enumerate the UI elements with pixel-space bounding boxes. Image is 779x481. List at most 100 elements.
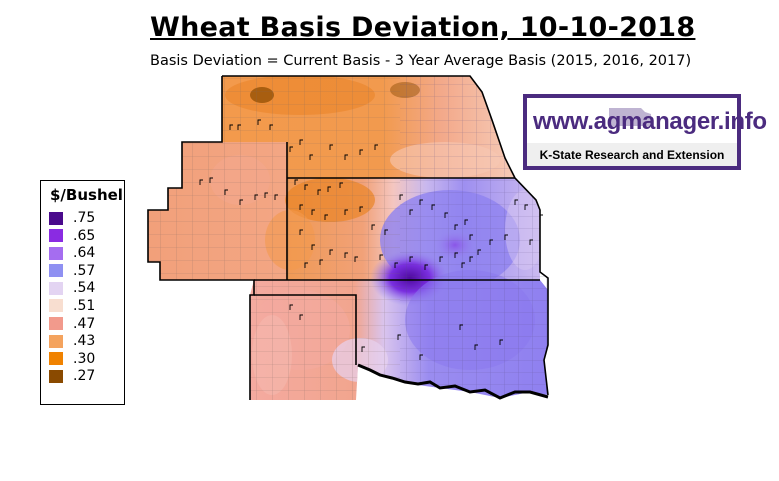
elevator-flag-icon <box>299 314 303 320</box>
legend-label: .27 <box>73 368 96 385</box>
elevator-flag-icon <box>237 124 241 130</box>
legend-swatch <box>49 369 63 383</box>
elevator-flag-icon <box>304 262 308 268</box>
page-title: Wheat Basis Deviation, 10-10-2018 <box>150 12 696 43</box>
elevator-flag-icon <box>461 262 465 268</box>
elevator-flag-icon <box>397 334 401 340</box>
elevator-flag-icon <box>419 354 423 360</box>
page-subtitle: Basis Deviation = Current Basis - 3 Year… <box>150 53 692 69</box>
elevator-flag-icon <box>344 252 348 258</box>
legend-swatch <box>49 281 63 295</box>
elevator-flag-icon <box>459 324 463 330</box>
elevator-flag-icon <box>409 256 413 262</box>
legend: $/Bushel .75.65.64.57.54.51.47.43.30.27 <box>40 180 125 405</box>
elevator-flag-icon <box>384 229 388 235</box>
legend-label: .51 <box>73 297 96 314</box>
elevator-flag-icon <box>474 344 478 350</box>
elevator-flag-icon <box>299 229 303 235</box>
elevator-flag-icon <box>299 139 303 145</box>
elevator-flag-icon <box>469 234 473 240</box>
legend-label: .54 <box>73 280 96 297</box>
elevator-flag-icon <box>289 304 293 310</box>
elevator-flag-icon <box>294 179 298 185</box>
elevator-flag-icon <box>419 199 423 205</box>
elevator-flag-icon <box>499 339 503 345</box>
elevator-flag-icon <box>371 224 375 230</box>
legend-item: .51 <box>49 298 95 314</box>
logo-band <box>527 143 737 166</box>
elevator-flag-icon <box>239 199 243 205</box>
elevator-flag-icon <box>359 149 363 155</box>
elevator-flag-icon <box>257 119 261 125</box>
elevator-flag-icon <box>354 256 358 262</box>
elevator-flag-icon <box>399 194 403 200</box>
elevator-flag-icon <box>229 124 233 130</box>
legend-items: .75.65.64.57.54.51.47.43.30.27 <box>49 210 95 386</box>
elevator-markers <box>199 119 543 360</box>
legend-item: .47 <box>49 316 95 332</box>
elevator-flag-icon <box>514 199 518 205</box>
elevator-flag-icon <box>424 264 428 270</box>
legend-label: .47 <box>73 315 96 332</box>
elevator-flag-icon <box>359 206 363 212</box>
legend-swatch <box>49 299 63 313</box>
legend-label: .65 <box>73 227 96 244</box>
legend-item: .30 <box>49 351 95 367</box>
elevator-flag-icon <box>339 182 343 188</box>
legend-swatch <box>49 211 63 225</box>
legend-swatch <box>49 317 63 331</box>
elevator-flag-icon <box>324 214 328 220</box>
elevator-flag-icon <box>431 204 435 210</box>
elevator-flag-icon <box>327 186 331 192</box>
elevator-flag-icon <box>529 239 533 245</box>
elevator-flag-icon <box>309 154 313 160</box>
elevator-flag-icon <box>439 256 443 262</box>
logo-org-text: K-State Research and Extension <box>539 148 725 162</box>
legend-item: .64 <box>49 245 95 261</box>
elevator-flag-icon <box>477 249 481 255</box>
elevator-flag-icon <box>224 189 228 195</box>
elevator-flag-icon <box>464 219 468 225</box>
legend-item: .75 <box>49 210 95 226</box>
elevator-flag-icon <box>319 259 323 265</box>
legend-swatch <box>49 334 63 348</box>
agmanager-logo[interactable]: www.agmanager.info K-State Research and … <box>523 94 767 170</box>
legend-item: .43 <box>49 333 95 349</box>
legend-label: .43 <box>73 333 96 350</box>
elevator-flag-icon <box>344 209 348 215</box>
elevator-flag-icon <box>454 252 458 258</box>
legend-label: .75 <box>73 210 96 226</box>
elevator-flag-icon <box>311 209 315 215</box>
elevator-flag-icon <box>209 177 213 183</box>
kansas-outline-icon <box>609 108 651 126</box>
legend-label: .57 <box>73 262 96 279</box>
elevator-flag-icon <box>269 124 273 130</box>
legend-label: .30 <box>73 350 96 367</box>
county-lines <box>148 76 548 400</box>
legend-label: .64 <box>73 245 96 262</box>
legend-swatch <box>49 352 63 366</box>
elevator-flag-icon <box>311 244 315 250</box>
elevator-flag-icon <box>379 254 383 260</box>
elevator-flag-icon <box>469 256 473 262</box>
legend-item: .27 <box>49 368 95 384</box>
legend-swatch <box>49 246 63 260</box>
elevator-flag-icon <box>304 184 308 190</box>
legend-swatch <box>49 229 63 243</box>
elevator-flag-icon <box>317 189 321 195</box>
elevator-flag-icon <box>361 346 365 352</box>
elevator-flag-icon <box>444 212 448 218</box>
red-river-border <box>357 363 549 400</box>
elevator-flag-icon <box>504 234 508 240</box>
elevator-flag-icon <box>199 179 203 185</box>
elevator-flag-icon <box>299 204 303 210</box>
legend-item: .57 <box>49 263 95 279</box>
elevator-flag-icon <box>344 154 348 160</box>
elevator-flag-icon <box>329 249 333 255</box>
legend-item: .54 <box>49 280 95 296</box>
legend-swatch <box>49 264 63 278</box>
elevator-flag-icon <box>329 144 333 150</box>
state-borders <box>147 75 549 400</box>
elevator-flag-icon <box>289 146 293 152</box>
elevator-flag-icon <box>409 209 413 215</box>
